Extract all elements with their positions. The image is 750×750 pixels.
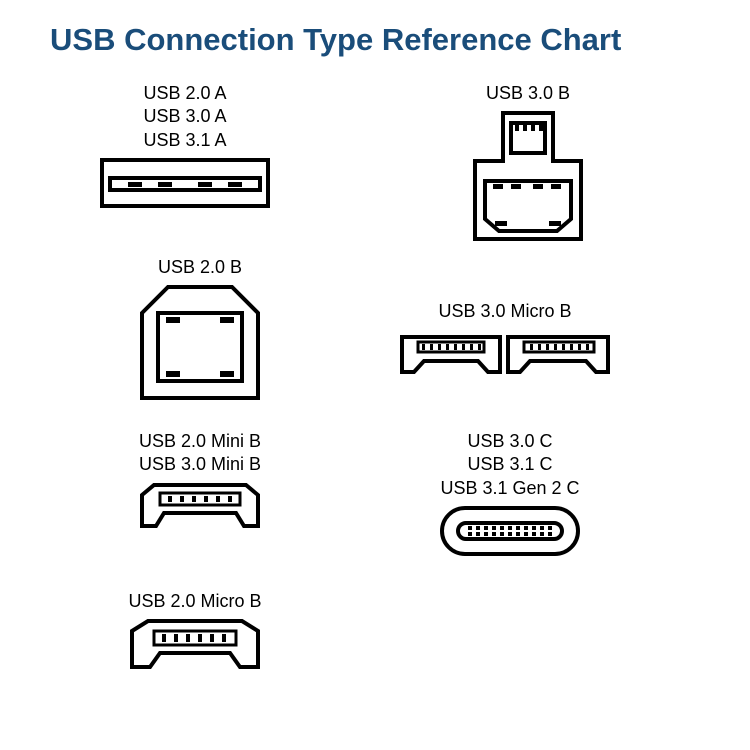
label-line: USB 2.0 Micro B: [115, 590, 275, 613]
connector-usb-3-b-label: USB 3.0 B: [448, 82, 608, 105]
connector-usb-mini-b-label: USB 2.0 Mini BUSB 3.0 Mini B: [120, 430, 280, 477]
label-line: USB 3.0 Mini B: [120, 453, 280, 476]
label-line: USB 2.0 B: [120, 256, 280, 279]
connector-usb-3-micro-b: USB 3.0 Micro B: [400, 300, 610, 374]
connector-usb-2-micro-b-label: USB 2.0 Micro B: [115, 590, 275, 613]
label-line: USB 2.0 A: [100, 82, 270, 105]
connector-usb-a: USB 2.0 AUSB 3.0 AUSB 3.1 A: [100, 82, 270, 208]
label-line: USB 3.0 B: [448, 82, 608, 105]
connector-usb-mini-b-icon: [140, 483, 260, 528]
connector-usb-2-b-label: USB 2.0 B: [120, 256, 280, 279]
connector-usb-mini-b: USB 2.0 Mini BUSB 3.0 Mini B: [120, 430, 280, 528]
connector-usb-c: USB 3.0 CUSB 3.1 CUSB 3.1 Gen 2 C: [430, 430, 590, 556]
label-line: USB 3.0 A: [100, 105, 270, 128]
connector-usb-c-icon: [440, 506, 580, 556]
connector-usb-3-b: USB 3.0 B: [448, 82, 608, 241]
connector-usb-2-micro-b-icon: [130, 619, 260, 669]
connector-usb-a-label: USB 2.0 AUSB 3.0 AUSB 3.1 A: [100, 82, 270, 152]
label-line: USB 3.0 C: [430, 430, 590, 453]
chart-title: USB Connection Type Reference Chart: [50, 22, 621, 58]
connector-usb-3-micro-b-icon: [400, 329, 610, 374]
label-line: USB 3.1 Gen 2 C: [430, 477, 590, 500]
connector-usb-3-b-icon: [473, 111, 583, 241]
connector-usb-2-b: USB 2.0 B: [120, 256, 280, 400]
label-line: USB 3.1 A: [100, 129, 270, 152]
connector-usb-3-micro-b-label: USB 3.0 Micro B: [400, 300, 610, 323]
label-line: USB 3.1 C: [430, 453, 590, 476]
connector-usb-2-b-icon: [140, 285, 260, 400]
connector-usb-c-label: USB 3.0 CUSB 3.1 CUSB 3.1 Gen 2 C: [430, 430, 590, 500]
connector-usb-a-icon: [100, 158, 270, 208]
label-line: USB 3.0 Micro B: [400, 300, 610, 323]
label-line: USB 2.0 Mini B: [120, 430, 280, 453]
connector-usb-2-micro-b: USB 2.0 Micro B: [115, 590, 275, 669]
